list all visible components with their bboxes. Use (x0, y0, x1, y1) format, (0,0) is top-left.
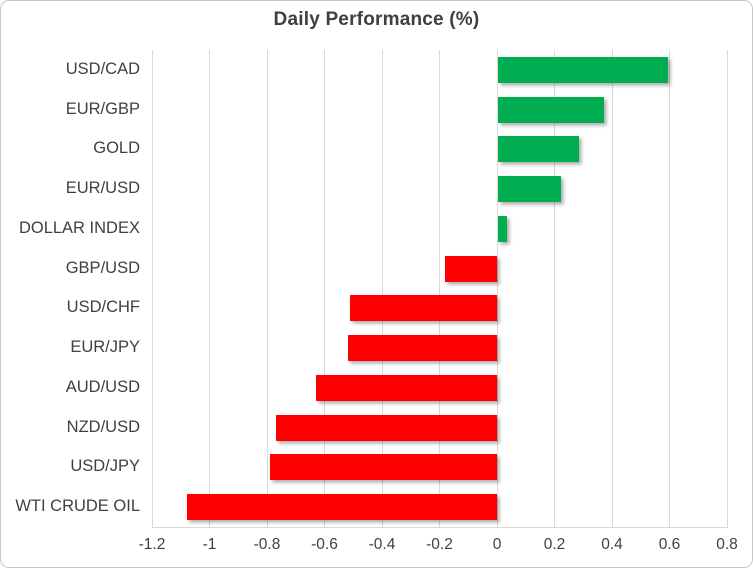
x-tick-label: 0.8 (716, 536, 738, 553)
bar-dollar-index (498, 215, 507, 242)
category-label: AUD/USD (65, 377, 140, 396)
bar-gold (498, 136, 579, 163)
x-tick-label: -1 (202, 536, 217, 553)
x-axis-line (152, 527, 728, 528)
plot-area (151, 50, 728, 527)
x-tick-label: 0.4 (601, 536, 623, 553)
category-label: USD/CHF (66, 298, 140, 317)
category-label: USD/JPY (70, 457, 140, 476)
x-tick-label: 0.6 (658, 536, 681, 553)
gridline (439, 50, 440, 527)
x-tick-label: -0.4 (368, 536, 396, 553)
gridline (381, 50, 383, 527)
bar-usd-jpy (269, 454, 497, 481)
category-label: EUR/JPY (70, 338, 140, 357)
gridline (209, 50, 210, 527)
bar-usd-cad (498, 56, 668, 83)
x-tick-label: -1.2 (138, 536, 166, 553)
gridline (496, 50, 498, 527)
category-label: WTI CRUDE OIL (15, 497, 140, 516)
bar-aud-usd (315, 374, 497, 401)
gridline (611, 50, 613, 527)
bar-wti-crude-oil (186, 494, 497, 521)
category-label: NZD/USD (66, 417, 140, 436)
chart-title: Daily Performance (%) (273, 9, 480, 30)
x-tick-label: -0.2 (426, 536, 453, 553)
category-label: GOLD (93, 139, 140, 158)
bar-usd-chf (350, 295, 497, 322)
bar-eur-gbp (498, 96, 605, 123)
x-tick-label: 0 (492, 536, 502, 553)
bar-eur-usd (498, 176, 562, 203)
bar-gbp-usd (445, 255, 497, 282)
gridline (151, 50, 153, 527)
category-label: GBP/USD (65, 258, 140, 277)
category-label: DOLLAR INDEX (18, 218, 140, 237)
gridline (669, 50, 670, 527)
bar-nzd-usd (275, 414, 497, 441)
category-label: USD/CAD (65, 59, 140, 78)
x-tick-label: -0.6 (311, 536, 338, 553)
x-tick-label: -0.8 (253, 536, 281, 553)
category-label: EUR/GBP (65, 99, 140, 118)
gridline (266, 50, 268, 527)
x-tick-label: 0.2 (543, 536, 566, 553)
gridline (554, 50, 555, 527)
bar-eur-jpy (347, 335, 497, 362)
gridline (324, 50, 325, 527)
gridline (726, 50, 728, 527)
category-label: EUR/USD (65, 179, 140, 198)
